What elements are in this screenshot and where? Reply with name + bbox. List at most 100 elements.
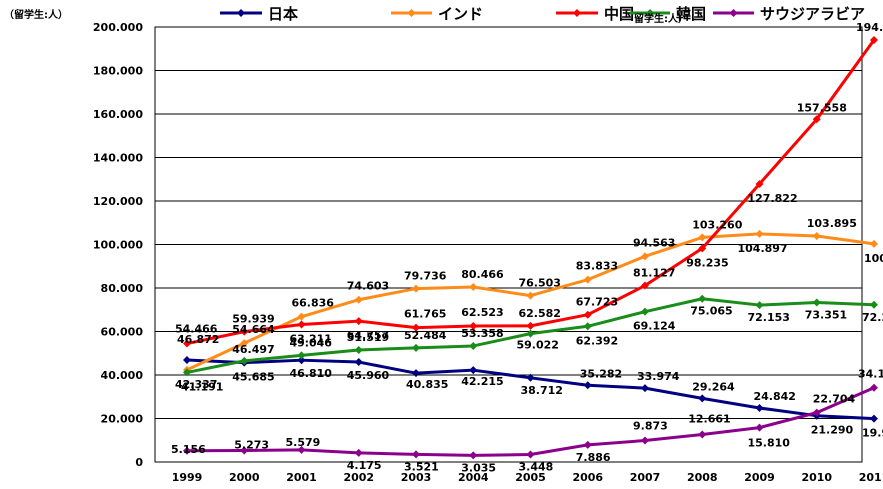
data-label: 66.836: [292, 297, 335, 310]
y-axis-unit-label: （留学生:人）: [4, 8, 68, 21]
x-tick-label: 1999: [172, 471, 203, 484]
data-point: [412, 343, 420, 352]
data-point: [870, 35, 878, 44]
data-point: [583, 322, 592, 331]
x-tick-label: 2006: [572, 471, 603, 484]
data-point: [297, 351, 306, 360]
data-point: [755, 301, 764, 310]
data-point: [698, 394, 707, 403]
x-tick-label: 2008: [687, 471, 718, 484]
data-point: [183, 368, 191, 377]
data-label: 72.153: [748, 311, 790, 324]
data-label: 72.295: [862, 311, 883, 324]
data-point: [755, 229, 764, 238]
data-point: [812, 232, 821, 241]
data-label: 157.558: [797, 101, 847, 114]
data-label: 54.664: [232, 323, 275, 336]
data-label: 40.835: [406, 378, 448, 391]
x-tick-label: 2010: [801, 471, 832, 484]
y-tick-label: 0: [135, 456, 143, 469]
data-label: 81.127: [633, 267, 675, 280]
legend-marker: [646, 9, 654, 17]
data-point: [469, 282, 478, 291]
data-point: [812, 298, 821, 307]
data-label: 62.392: [576, 334, 618, 347]
data-label: 38.712: [521, 384, 563, 397]
data-label: 59.022: [517, 339, 559, 352]
data-label: 75.065: [690, 305, 732, 318]
data-point: [469, 322, 478, 331]
data-label: 34.139: [858, 368, 883, 381]
data-label: 3.521: [404, 460, 439, 473]
x-tick-label: 2002: [343, 471, 374, 484]
data-point: [469, 366, 478, 375]
data-point: [354, 317, 363, 326]
y-tick-label: 80.000: [101, 282, 144, 295]
x-tick-label: 2011: [859, 471, 883, 484]
data-point: [412, 284, 420, 293]
data-label: 41.191: [181, 380, 223, 393]
data-label: 22.704: [813, 393, 856, 406]
data-label: 15.810: [748, 437, 791, 450]
data-point: [412, 450, 420, 459]
data-label: 4.175: [347, 459, 382, 472]
data-label: 69.124: [633, 320, 676, 333]
data-point: [641, 436, 649, 445]
data-label: 12.661: [688, 412, 730, 425]
data-label: 24.842: [754, 390, 796, 403]
data-label: 51.519: [347, 331, 389, 344]
data-label: 61.765: [404, 308, 446, 321]
data-point: [583, 440, 592, 449]
x-tick-label: 2005: [515, 471, 546, 484]
data-label: 76.503: [519, 277, 561, 290]
data-label: 74.603: [347, 280, 389, 293]
data-point: [297, 356, 306, 365]
x-tick-label: 2009: [744, 471, 775, 484]
legend-overlap-text: 留学生:人）: [634, 12, 688, 25]
data-point: [583, 275, 592, 284]
x-tick-label: 2001: [286, 471, 317, 484]
data-point: [812, 408, 821, 417]
y-tick-label: 100.000: [93, 239, 143, 252]
data-label: 62.582: [519, 307, 561, 320]
data-label: 83.833: [576, 260, 618, 273]
data-label: 46.872: [177, 333, 219, 346]
data-point: [354, 358, 363, 367]
data-label: 194.029: [856, 21, 883, 34]
legend-marker: [729, 9, 738, 17]
data-label: 127.822: [748, 192, 798, 205]
data-point: [526, 450, 535, 459]
data-point: [755, 179, 764, 188]
data-label: 98.235: [686, 256, 728, 269]
data-label: 35.282: [580, 367, 622, 380]
data-point: [526, 321, 535, 330]
data-label: 103.260: [692, 218, 742, 231]
data-label: 94.563: [633, 236, 675, 249]
data-label: 103.895: [807, 217, 857, 230]
data-point: [412, 369, 420, 378]
data-label: 21.290: [811, 424, 854, 437]
y-tick-label: 20.000: [101, 413, 144, 426]
data-label: 45.685: [232, 371, 274, 384]
data-point: [755, 423, 764, 432]
data-point: [240, 327, 249, 336]
data-point: [354, 295, 363, 304]
axes: 0 20.000 40.000 60.000 80.000 100.000 120.000 1…: [93, 21, 883, 484]
data-label: 46.497: [232, 343, 274, 356]
data-point: [183, 356, 191, 365]
x-tick-label: 2007: [630, 471, 661, 484]
data-label: 64.757: [347, 329, 389, 342]
data-label: 59.939: [232, 313, 274, 326]
data-label: 73.351: [805, 308, 847, 321]
data-point: [183, 339, 191, 348]
data-labels: 46.872 45.685 46.810 45.960 40.835 42.215 38.7…: [171, 21, 883, 474]
data-label: 54.466: [175, 323, 218, 336]
data-point: [641, 252, 649, 261]
y-tick-label: 40.000: [101, 369, 144, 382]
data-label: 29.264: [692, 380, 735, 393]
data-point: [526, 329, 535, 338]
legend-label: サウジアラビア: [760, 5, 865, 23]
y-tick-label: 60.000: [101, 326, 144, 339]
